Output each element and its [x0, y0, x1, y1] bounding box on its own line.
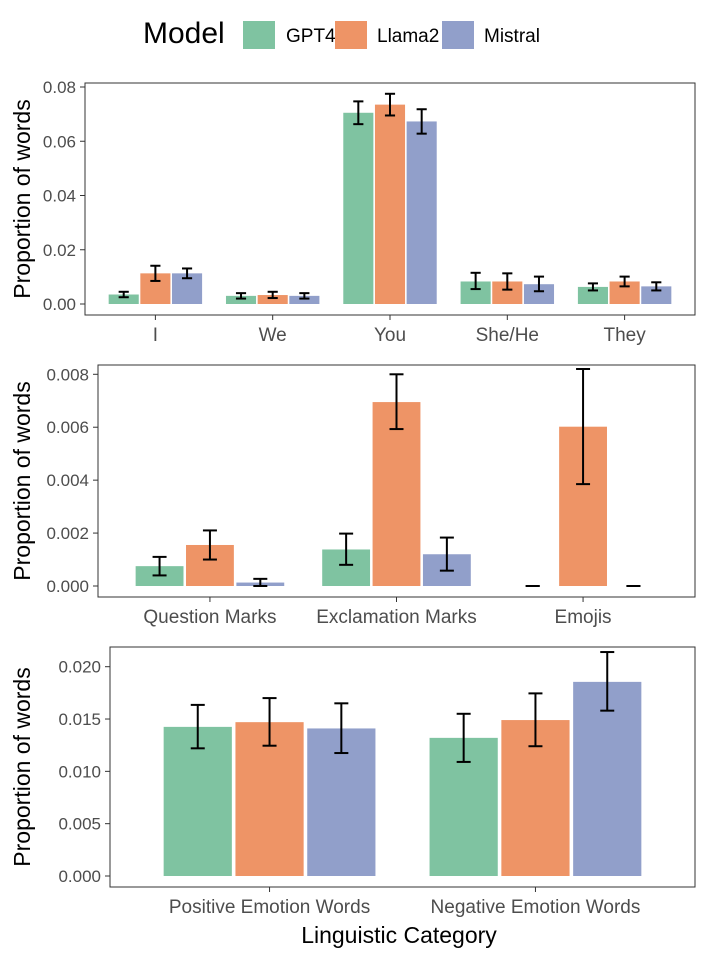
error-bar-gpt4: [190, 703, 205, 750]
panels: 0.00 0.02 0.04 0.06 0.08 Proportion of words I…: [9, 78, 696, 918]
bar-llama2: [609, 281, 640, 304]
bar-mistral: [406, 121, 437, 304]
bar-gpt4: [460, 281, 491, 304]
error-bar-llama2: [528, 692, 543, 748]
x-tick-label: Positive Emotion Words: [169, 897, 370, 918]
legend-label-mistral: Mistral: [484, 26, 540, 47]
error-bar-mistral: [181, 267, 193, 280]
legend-label-llama2: Llama2: [377, 26, 439, 47]
bar-llama2: [372, 402, 421, 586]
x-axis-title: Linguistic Category: [301, 922, 497, 948]
bar-llama2: [257, 295, 288, 304]
error-bar-mistral: [253, 577, 268, 587]
bar-gpt4: [108, 294, 139, 304]
x-tick-label: Emojis: [555, 607, 612, 628]
bar-llama2: [235, 722, 304, 876]
y-tick-label: 0.010: [58, 762, 101, 781]
y-tick-label: 0.005: [58, 815, 101, 834]
y-tick-label: 0.00: [43, 295, 76, 314]
error-bar-gpt4: [339, 532, 354, 566]
y-tick-label: 0.06: [43, 132, 76, 151]
bar-llama2: [492, 281, 523, 304]
y-tick-label: 0.015: [58, 710, 101, 729]
y-tick-label: 0.020: [58, 658, 101, 677]
error-bar-mistral: [651, 281, 662, 292]
error-bar-gpt4: [456, 712, 471, 763]
error-bar-mistral: [416, 108, 427, 135]
y-axis-label: Proportion of words: [9, 381, 35, 580]
error-bar-mistral: [600, 651, 615, 712]
x-tick-label: Negative Emotion Words: [431, 897, 641, 918]
y-axis-label: Proportion of words: [9, 99, 35, 298]
y-tick-label: 0.000: [58, 867, 101, 886]
panel-3: 0.000 0.005 0.010 0.015 0.020 Proportion of w…: [9, 646, 696, 918]
error-bar-llama2: [202, 529, 217, 561]
y-tick-label: 0.008: [46, 365, 89, 384]
legend-label-gpt4: GPT4: [286, 26, 336, 47]
error-bar-llama2: [262, 697, 277, 747]
error-bar-llama2: [502, 272, 513, 291]
bar-mistral: [523, 284, 555, 304]
bar-gpt4: [163, 726, 232, 876]
bar-gpt4: [343, 112, 374, 304]
x-tick-label: They: [603, 325, 646, 346]
error-bar-mistral: [439, 536, 454, 572]
bar-llama2: [374, 104, 406, 304]
y-tick-label: 0.04: [43, 187, 76, 206]
legend-swatch-mistral: [442, 21, 474, 49]
y-axis-label: Proportion of words: [9, 667, 35, 866]
y-tick-label: 0.000: [46, 577, 89, 596]
x-tick-label: Question Marks: [143, 607, 276, 628]
legend: Model GPT4 Llama2 Mistral: [143, 17, 540, 50]
error-bar-llama2: [576, 368, 591, 486]
bar-mistral: [289, 295, 320, 304]
y-tick-label: 0.08: [43, 78, 76, 97]
error-bar-gpt4: [470, 271, 481, 291]
error-bar-gpt4: [353, 100, 364, 126]
error-bar-llama2: [150, 264, 161, 282]
error-bar-mistral: [334, 702, 349, 755]
x-tick-label: You: [374, 325, 406, 346]
y-tick-label: 0.02: [43, 241, 76, 260]
y-tick-label: 0.004: [46, 471, 89, 490]
error-bar-gpt4: [152, 555, 167, 577]
panel-2: 0.000 0.002 0.004 0.006 0.008 Proportion of w…: [9, 364, 696, 628]
error-bar-gpt4: [118, 290, 129, 299]
bar-gpt4: [577, 286, 608, 304]
y-tick-label: 0.002: [46, 524, 89, 543]
x-tick-label: I: [153, 325, 158, 346]
bar-mistral: [641, 286, 672, 304]
error-bar-llama2: [384, 92, 396, 117]
error-bar-llama2: [619, 275, 630, 288]
error-bar-llama2: [389, 373, 404, 431]
bar-mistral: [573, 681, 642, 876]
error-bar-mistral: [299, 292, 310, 300]
error-bar-gpt4: [235, 292, 247, 300]
legend-swatch-gpt4: [243, 21, 275, 49]
x-tick-label: She/He: [476, 325, 539, 346]
error-bar-mistral: [533, 275, 545, 293]
legend-swatch-llama2: [335, 21, 367, 49]
x-tick-label: We: [259, 325, 287, 346]
panel-1: 0.00 0.02 0.04 0.06 0.08 Proportion of words I…: [9, 78, 696, 346]
error-bar-gpt4: [587, 282, 599, 292]
bar-gpt4: [225, 295, 257, 304]
error-bar-llama2: [267, 290, 278, 300]
legend-title: Model: [143, 17, 225, 50]
y-tick-label: 0.006: [46, 418, 89, 437]
x-tick-label: Exclamation Marks: [316, 607, 477, 628]
